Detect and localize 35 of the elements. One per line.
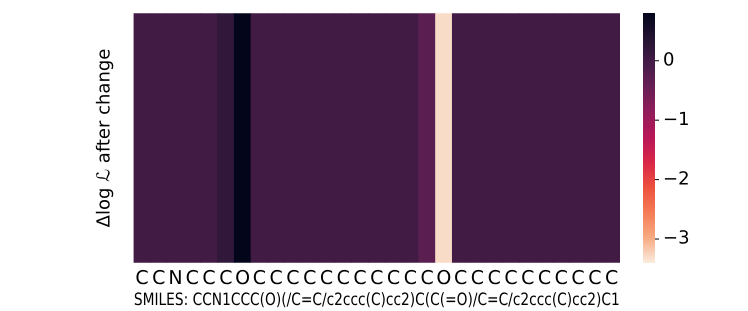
x-tick-label: C (571, 267, 585, 290)
x-tick-label: C (504, 267, 518, 290)
x-axis-title: SMILES: CCN1CCC(O)(/C=C/c2ccc(C)cc2)C(C(=O)/C=C/c2ccc(C)cc2)C1 (134, 290, 620, 310)
x-tick-label: C (386, 267, 400, 290)
x-tick-label: C (521, 267, 534, 290)
x-tick-label: C (303, 267, 316, 290)
x-tick-label: C (186, 267, 199, 290)
x-tick-label: C (202, 267, 216, 290)
x-tick-label: C (454, 267, 468, 290)
x-tick-label: C (488, 267, 501, 290)
x-tick-label: C (420, 267, 434, 290)
x-tick-label: C (252, 267, 266, 290)
x-tick-label: C (152, 267, 166, 290)
x-tick-label: N (168, 267, 183, 290)
x-tick-label: C (320, 267, 334, 290)
y-axis-title: Δlog ℒ after change (93, 48, 114, 228)
x-tick-label: C (135, 267, 149, 290)
x-tick-label: C (336, 267, 350, 290)
x-tick-label: C (353, 267, 367, 290)
color-bar-label: −3 (663, 228, 690, 249)
x-tick-label: O (436, 267, 452, 290)
color-bar-label: 0 (663, 49, 674, 70)
color-bar-label: −2 (663, 168, 690, 190)
x-tick-label: C (270, 267, 283, 290)
x-tick-label: C (219, 267, 232, 290)
x-tick-label: C (554, 267, 568, 290)
x-tick-label: O (235, 267, 250, 290)
color-bar-label: −1 (663, 108, 690, 130)
x-tick-label: C (370, 267, 384, 290)
x-tick-label: C (538, 267, 552, 290)
x-tick-label: C (286, 267, 300, 290)
x-tick-label: C (470, 267, 484, 290)
x-tick-label: C (604, 267, 618, 290)
x-tick-label: C (588, 267, 602, 290)
x-tick-label: C (404, 267, 417, 290)
